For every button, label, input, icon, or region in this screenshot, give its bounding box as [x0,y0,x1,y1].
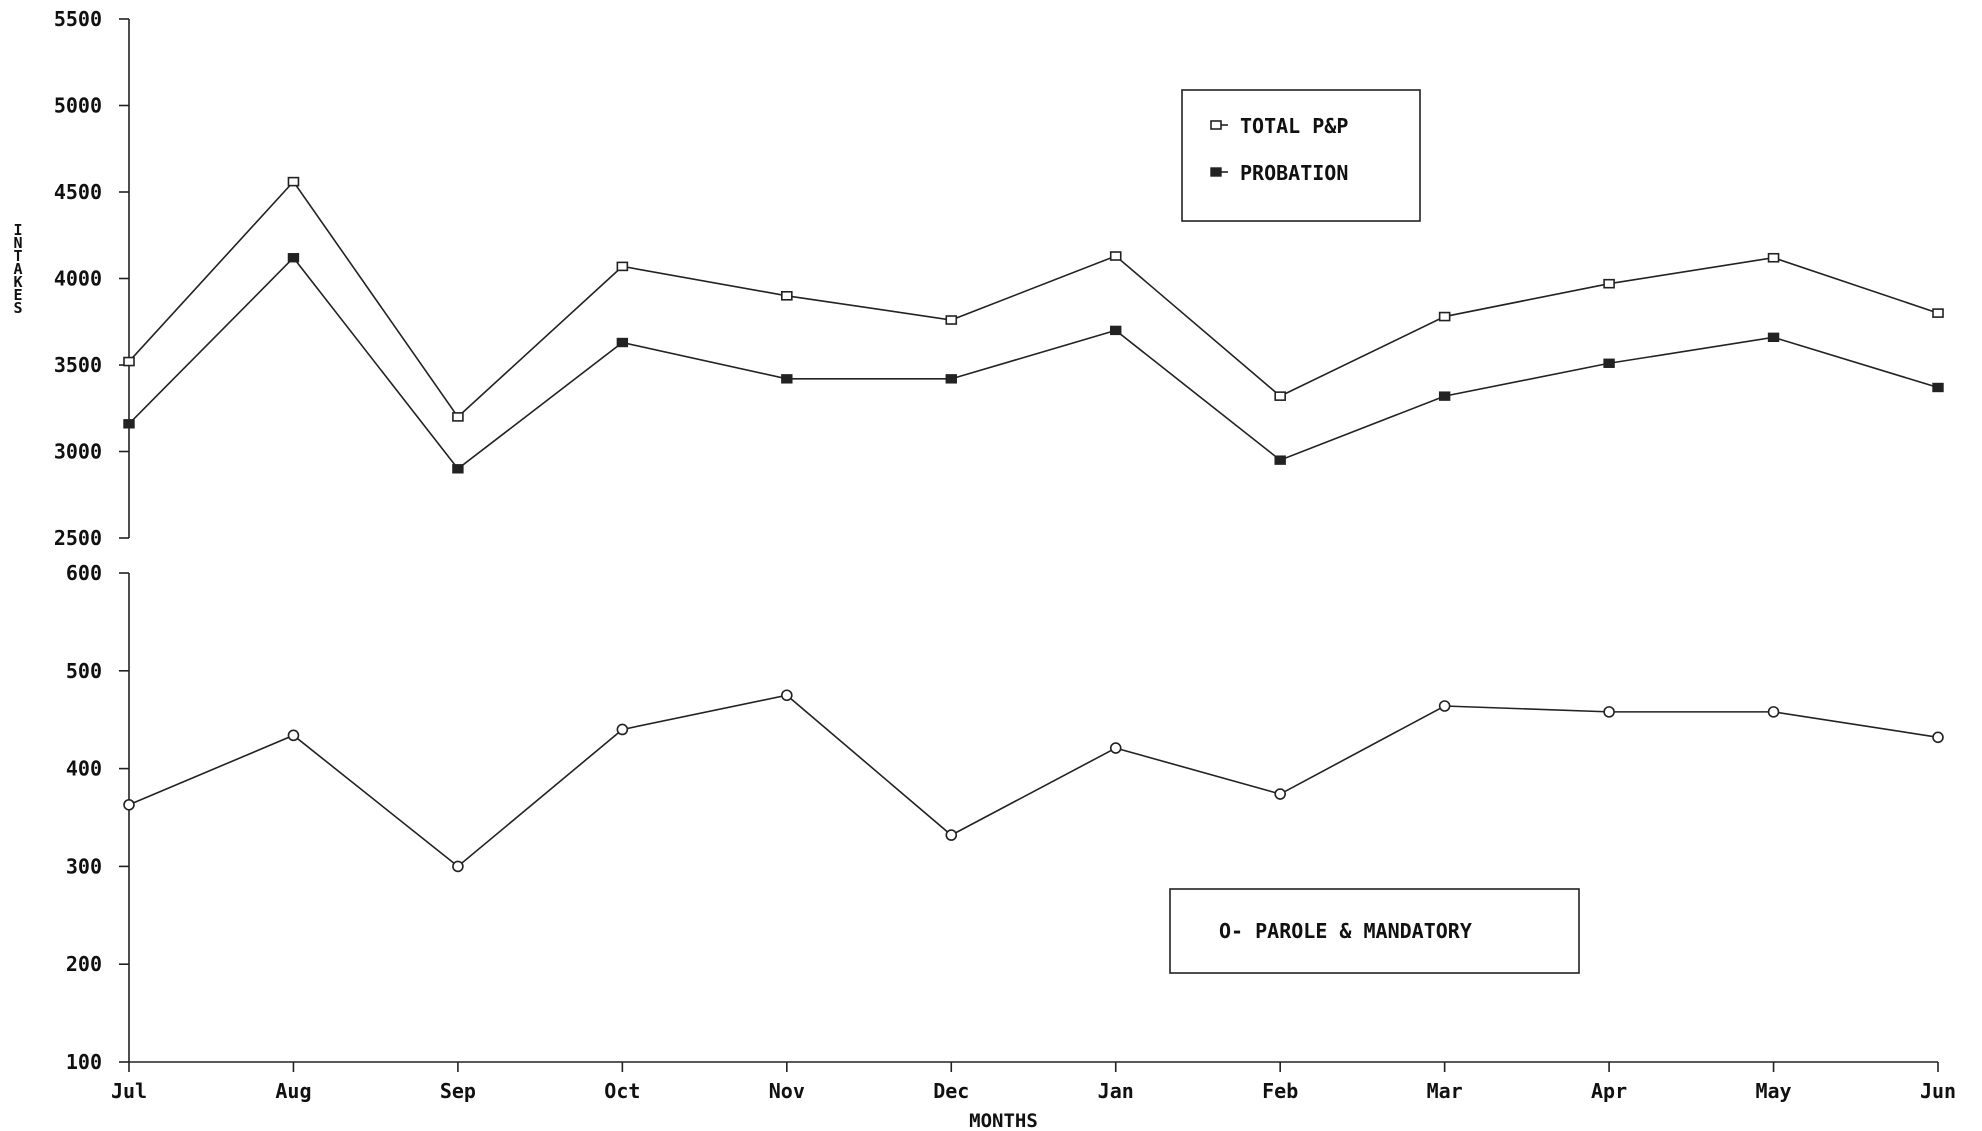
point-parole-mandatory-nov [781,689,793,702]
point-probation-jun [1932,382,1944,393]
legend-marker-probation [1210,167,1222,177]
point-probation-aug [287,253,300,263]
point-total-p-p-may [1767,252,1780,263]
series-line-probation [128,256,1939,470]
point-total-p-p-jul [123,356,135,367]
point-probation-sep [452,464,464,474]
x-tick-label: Apr [1591,1079,1627,1103]
point-total-p-p-oct [616,261,629,272]
point-probation-nov [781,374,793,384]
point-probation-jul [123,419,135,429]
x-tick-label: Jan [1098,1079,1134,1103]
y-tick-label: 4500 [54,180,102,204]
point-total-p-p-nov [781,290,793,301]
point-probation-dec [945,374,957,384]
x-tick-label: May [1755,1079,1791,1103]
point-total-p-p-mar [1438,311,1451,322]
y-axis-label-char: I [13,221,22,239]
y-axis-label-char: A [13,260,22,278]
x-tick-label: Jul [111,1079,147,1103]
point-parole-mandatory-apr [1603,706,1615,718]
point-probation-mar [1438,391,1451,401]
point-parole-mandatory-may [1767,706,1780,718]
y-axis-label-char: E [13,286,22,304]
x-tick-label: Aug [275,1079,311,1103]
y-tick-label: 300 [66,854,102,878]
point-parole-mandatory-aug [287,729,300,742]
point-total-p-p-sep [452,412,464,422]
y-tick-label: 5500 [54,7,102,31]
x-tick-label: Sep [440,1079,476,1103]
point-parole-mandatory-dec [945,829,958,841]
point-total-p-p-dec [945,315,958,325]
y-axis-label-char: N [13,234,22,252]
legend-label-probation: PROBATION [1240,161,1348,185]
x-tick-label: Nov [769,1079,805,1103]
y-tick-label: 3000 [54,440,102,464]
point-total-p-p-jan [1109,251,1122,261]
point-probation-feb [1274,455,1286,465]
legend-top-box [1181,89,1421,222]
x-tick-label: Jun [1920,1079,1956,1103]
y-axis-label-char: S [13,299,22,317]
x-tick-label: Mar [1427,1079,1463,1103]
point-parole-mandatory-jul [123,798,135,811]
point-parole-mandatory-jun [1932,731,1944,744]
legend-top: TOTAL P&P PROBATION [1181,89,1421,222]
x-axis-label: MONTHS [969,1110,1038,1131]
y-tick-label: 100 [66,1050,102,1074]
point-parole-mandatory-mar [1438,700,1451,712]
series-line-parole-mandatory [128,694,1939,868]
y-tick-label: 2500 [54,526,102,550]
y-tick-label: 4000 [54,267,102,291]
series-line-total-p-p [128,180,1939,419]
y-tick-label: 3500 [54,353,102,377]
point-total-p-p-feb [1274,391,1286,401]
legend-label-parole-mandatory: O- PAROLE & MANDATORY [1219,919,1472,943]
x-tick-label: Oct [604,1079,640,1103]
point-parole-mandatory-oct [616,723,629,736]
y-tick-label: 500 [66,659,102,683]
series-layer [123,176,1944,873]
y-tick-label: 400 [66,757,102,781]
point-parole-mandatory-feb [1274,788,1286,800]
point-probation-apr [1603,358,1615,368]
x-tick-label: Feb [1262,1079,1298,1103]
point-total-p-p-aug [287,176,300,187]
legend-bottom-box [1169,888,1580,974]
y-tick-label: 200 [66,952,102,976]
legend-marker-total-p-p [1210,120,1222,130]
y-axis-label-char: T [13,247,22,265]
point-parole-mandatory-jan [1109,742,1122,754]
point-total-p-p-jun [1932,308,1944,318]
y-tick-label: 600 [66,561,102,585]
x-tick-label: Dec [933,1079,969,1103]
point-probation-jan [1110,325,1122,336]
y-axis-label-char: K [13,273,22,291]
point-total-p-p-apr [1603,278,1615,289]
point-probation-oct [616,337,629,348]
legend-layer: TOTAL P&P PROBATION O- PAROLE & MANDATORY [1169,89,1580,974]
y-tick-label: 5000 [54,94,102,118]
legend-label-total-p-p: TOTAL P&P [1240,114,1348,138]
point-probation-may [1767,332,1780,343]
point-parole-mandatory-sep [452,860,464,873]
legend-bottom: O- PAROLE & MANDATORY [1169,888,1580,974]
